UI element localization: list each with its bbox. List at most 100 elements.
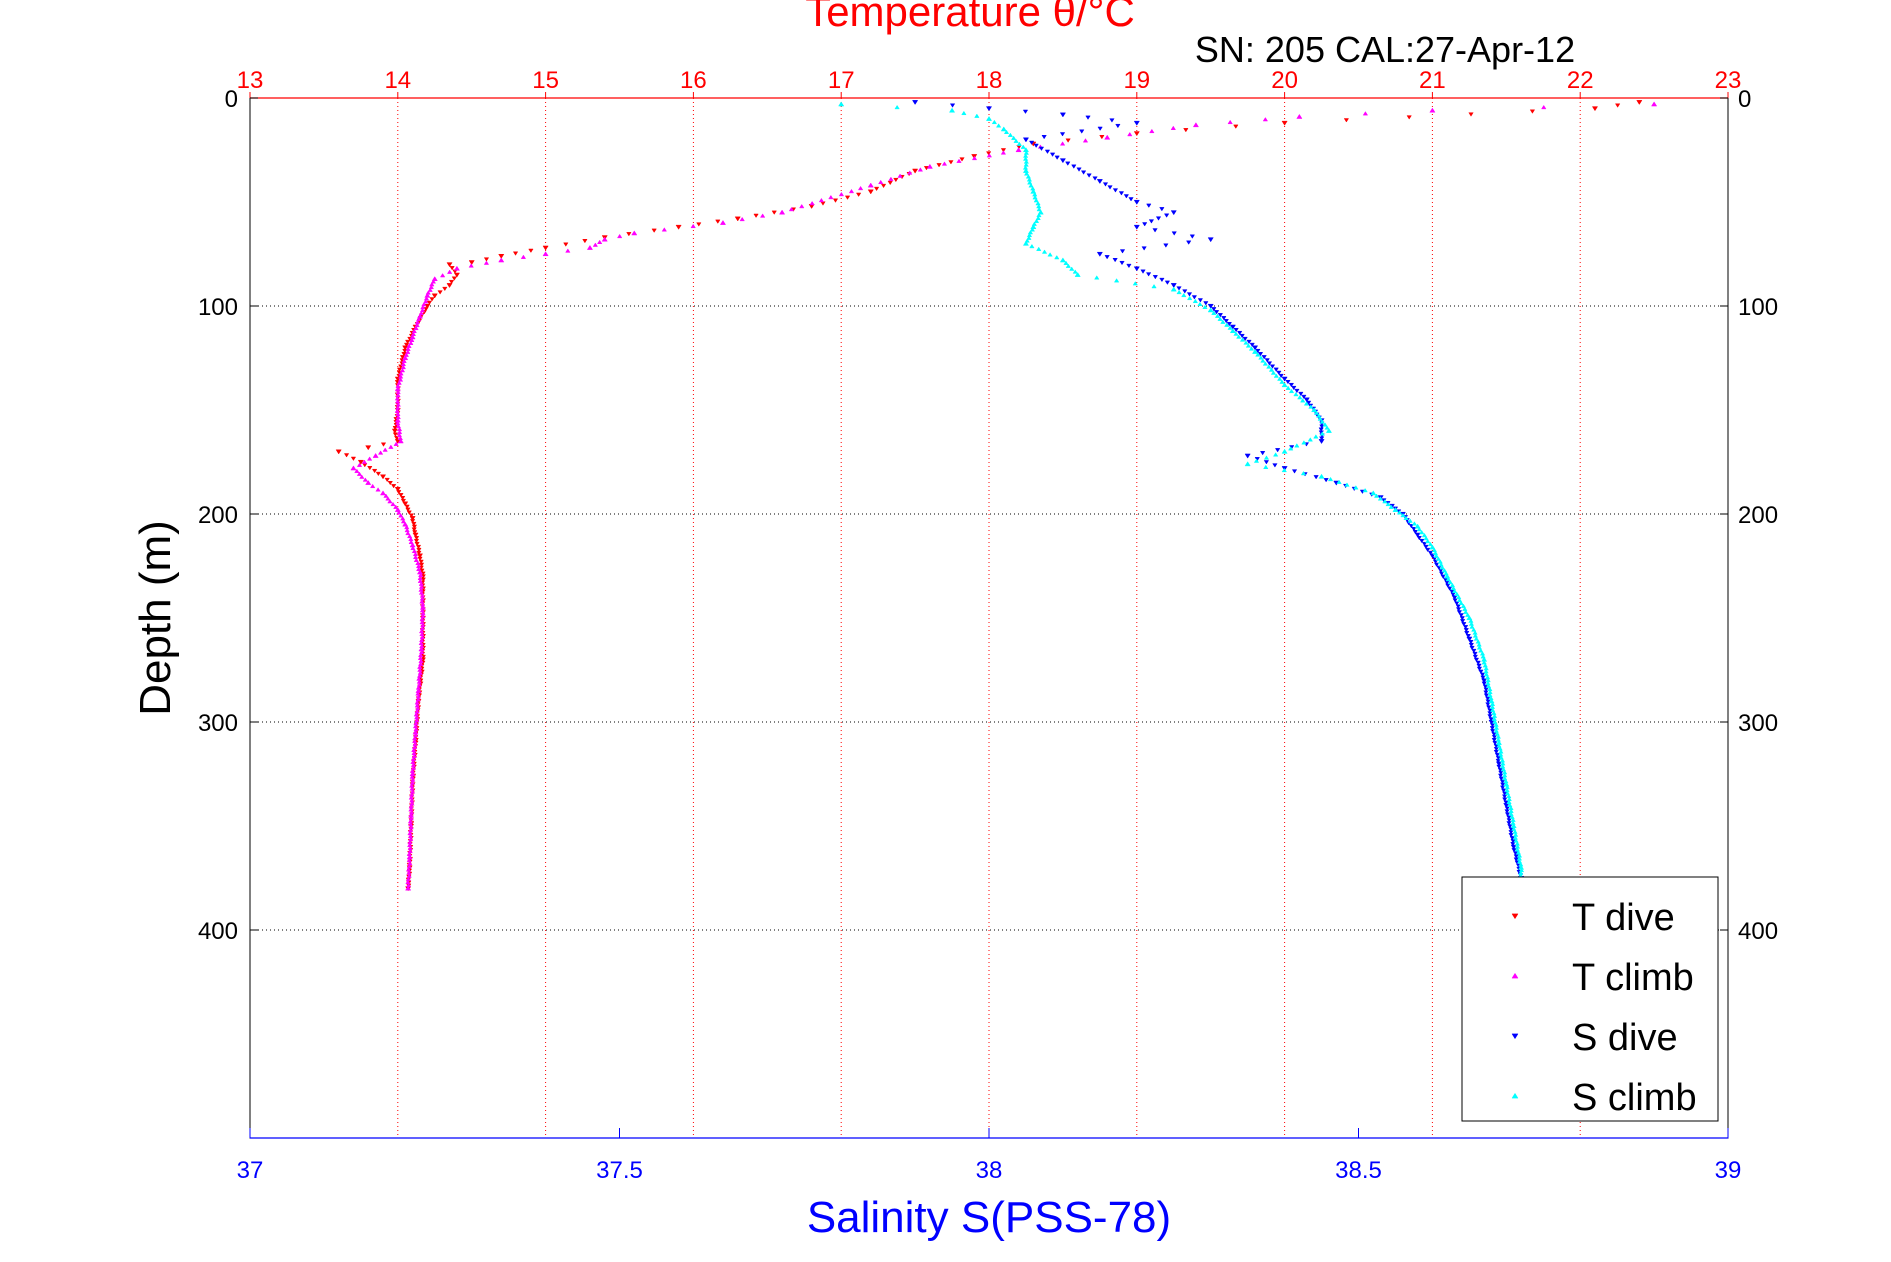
data-point	[1482, 684, 1489, 689]
data-point	[1301, 394, 1307, 400]
data-point	[974, 113, 980, 118]
data-point	[1246, 339, 1252, 345]
temperature-tick-label: 18	[976, 67, 1003, 94]
data-point	[1503, 781, 1510, 787]
data-point	[1437, 559, 1443, 564]
data-point	[397, 377, 404, 382]
depth-tick-label-left: 400	[198, 918, 238, 945]
data-point	[411, 744, 418, 750]
data-point	[409, 516, 416, 521]
data-point	[405, 530, 411, 536]
data-point	[1229, 324, 1236, 330]
data-point	[367, 466, 373, 471]
data-point	[1249, 342, 1255, 348]
data-point	[361, 459, 368, 464]
data-point	[387, 499, 393, 504]
data-point	[961, 110, 967, 116]
data-point	[410, 545, 416, 550]
data-point	[365, 479, 372, 485]
data-point	[1023, 150, 1030, 155]
data-point	[1489, 726, 1495, 731]
data-point	[788, 206, 795, 212]
data-point	[426, 300, 433, 305]
data-point	[1344, 482, 1350, 487]
data-point	[907, 170, 913, 175]
data-point	[1119, 260, 1125, 266]
data-point	[1466, 615, 1473, 621]
data-point	[1170, 286, 1177, 292]
data-point	[1509, 836, 1515, 841]
depth-tick-label-left: 200	[198, 502, 238, 529]
data-point	[912, 100, 919, 105]
data-point	[626, 232, 632, 237]
data-point	[415, 706, 421, 711]
data-point	[1176, 289, 1182, 295]
data-point	[406, 343, 412, 348]
data-point	[1311, 407, 1318, 413]
data-point	[844, 195, 851, 200]
data-point	[1508, 830, 1514, 835]
data-point	[384, 477, 390, 483]
data-point	[405, 507, 411, 512]
data-point	[423, 299, 429, 304]
data-point	[418, 559, 424, 564]
data-point	[1491, 735, 1498, 740]
data-point	[1427, 541, 1434, 547]
data-point	[1370, 490, 1377, 496]
data-point	[1433, 553, 1439, 558]
data-point	[739, 216, 745, 222]
data-point	[1223, 319, 1229, 324]
data-point	[601, 236, 608, 242]
data-point	[370, 483, 376, 489]
data-point	[799, 203, 805, 209]
data-point	[586, 244, 593, 250]
data-point	[1248, 346, 1255, 351]
data-point	[380, 442, 387, 447]
data-point	[1416, 526, 1422, 532]
depth-tick-label-left: 0	[225, 86, 238, 113]
data-point	[413, 732, 419, 738]
data-point	[417, 661, 424, 666]
data-point	[1192, 298, 1198, 304]
data-point	[407, 533, 413, 539]
depth-tick-label-left: 300	[198, 710, 238, 737]
data-point	[1541, 104, 1547, 110]
data-point	[1171, 231, 1177, 236]
data-point	[1423, 535, 1429, 541]
data-point	[372, 452, 379, 458]
data-point	[393, 504, 399, 509]
data-point	[880, 183, 887, 189]
data-point	[1400, 512, 1406, 518]
data-point	[1107, 185, 1113, 190]
data-point	[986, 153, 993, 158]
data-point	[1468, 112, 1474, 117]
data-point	[715, 219, 721, 224]
data-point	[1293, 391, 1299, 397]
data-point	[414, 718, 420, 723]
data-point	[936, 163, 942, 168]
data-point	[1109, 118, 1115, 123]
data-point	[1504, 812, 1511, 817]
data-point	[1450, 585, 1457, 591]
data-point	[1059, 141, 1066, 146]
data-point	[1118, 191, 1125, 196]
data-point	[1182, 289, 1188, 294]
data-point	[1202, 304, 1208, 309]
data-point	[1498, 755, 1504, 760]
data-point	[1085, 115, 1091, 120]
data-point	[1496, 764, 1502, 770]
data-point	[1300, 398, 1306, 403]
data-point	[401, 352, 407, 357]
data-point	[1481, 678, 1488, 684]
data-point	[1439, 565, 1445, 570]
data-point	[1191, 295, 1198, 300]
legend-marker	[1511, 1092, 1519, 1099]
data-point	[1440, 574, 1446, 579]
data-point	[1407, 518, 1413, 523]
temperature-tick-label: 16	[680, 67, 707, 94]
data-point	[1273, 373, 1279, 378]
data-point	[408, 807, 414, 812]
data-point	[1486, 705, 1492, 710]
salinity-tick-label: 38	[976, 1157, 1003, 1184]
data-point	[1473, 636, 1480, 641]
